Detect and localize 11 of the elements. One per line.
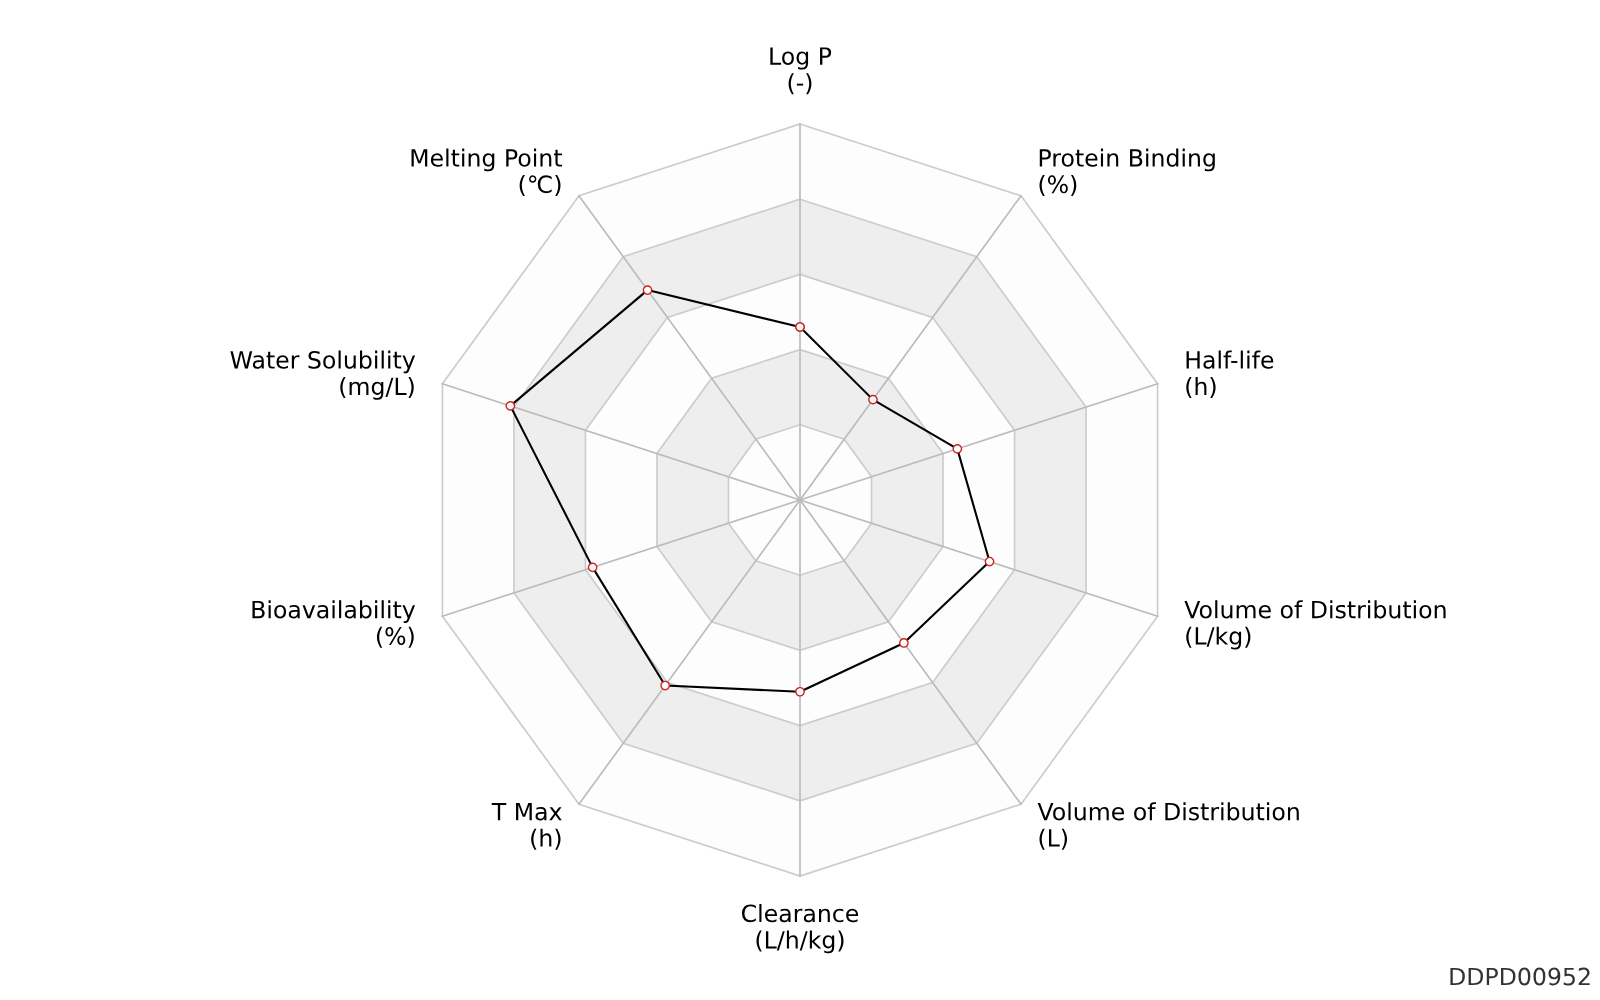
text: DDPD00952 bbox=[1450, 967, 1590, 986]
spoke-label: Log P (-) bbox=[770, 47, 832, 95]
spoke-label: Clearance (L/h/kg) bbox=[741, 904, 859, 954]
spoke-label: Bioavailability (%) bbox=[252, 600, 416, 648]
spoke-label: Melting Point (℃) bbox=[411, 148, 562, 197]
spoke-label: Water Solubility (mg/L) bbox=[230, 350, 416, 400]
spoke-label: Protein Binding (%) bbox=[1039, 148, 1215, 197]
spoke-label: Volume of Distribution (L/kg) bbox=[1184, 600, 1446, 650]
spoke-label: Half-life (h) bbox=[1186, 350, 1274, 399]
spoke-label: T Max (h) bbox=[491, 802, 562, 850]
spoke-label: Volume of Distribution (L) bbox=[1037, 802, 1299, 850]
